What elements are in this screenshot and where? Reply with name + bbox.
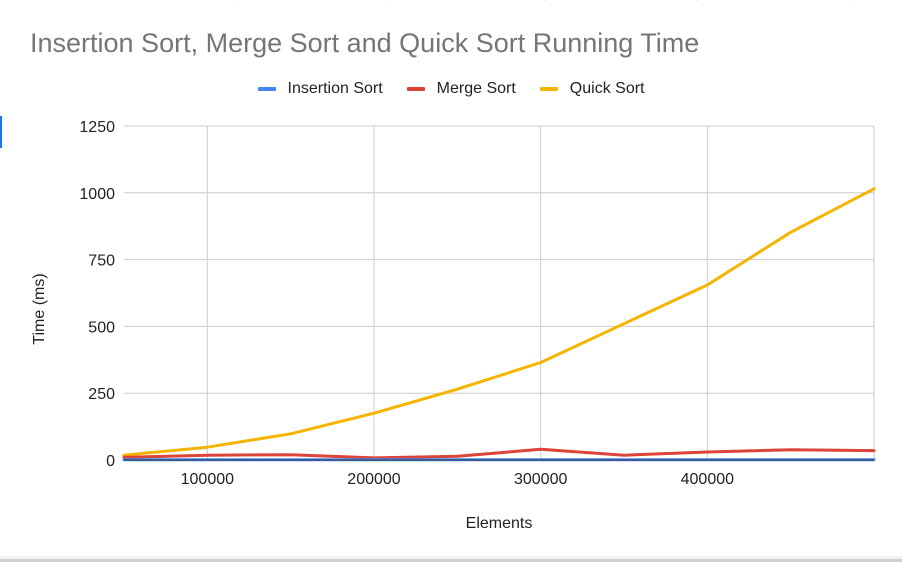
legend-swatch bbox=[257, 87, 276, 91]
x-tick-label: 300000 bbox=[514, 471, 567, 488]
sheet-column-divider bbox=[236, 0, 237, 1]
legend-item[interactable]: Insertion Sort bbox=[257, 80, 383, 98]
sheet-gridline-fill bbox=[0, 556, 902, 559]
x-tick-label: 400000 bbox=[681, 471, 734, 488]
legend-item[interactable]: Quick Sort bbox=[539, 80, 645, 98]
sheet-column-divider bbox=[696, 0, 697, 1]
sheet-column-divider bbox=[390, 0, 391, 1]
chart-title: Insertion Sort, Merge Sort and Quick Sor… bbox=[30, 28, 700, 58]
x-tick-label: 100000 bbox=[181, 471, 234, 488]
legend-swatch bbox=[539, 87, 558, 91]
y-tick-label: 1000 bbox=[79, 186, 115, 203]
series-layer bbox=[122, 187, 876, 462]
legend-label: Merge Sort bbox=[436, 80, 516, 97]
sheet-bottom-border bbox=[0, 559, 902, 562]
grid-layer bbox=[124, 125, 875, 461]
y-tick-label: 0 bbox=[106, 453, 115, 470]
y-tick-label: 1250 bbox=[79, 119, 115, 136]
tick-layer: 0 250 500 750 1000 1250 100000 200000 300000 4000… bbox=[79, 119, 734, 488]
legend-swatch bbox=[406, 87, 425, 91]
legend-label: Insertion Sort bbox=[287, 80, 383, 97]
legend: Insertion Sort Merge Sort Quick Sort bbox=[0, 78, 902, 100]
sheet-column-divider bbox=[544, 0, 545, 1]
legend-item[interactable]: Merge Sort bbox=[406, 80, 516, 98]
y-tick-label: 750 bbox=[88, 253, 115, 270]
x-axis-label: Elements bbox=[466, 515, 533, 532]
x-tick-label: 200000 bbox=[347, 471, 400, 488]
y-tick-label: 500 bbox=[88, 319, 115, 336]
y-axis-label: Time (ms) bbox=[31, 273, 48, 344]
sheet-column-divider bbox=[850, 0, 851, 1]
series-line-quick-sort bbox=[122, 187, 876, 457]
legend-label: Quick Sort bbox=[569, 80, 645, 97]
cell-selection-marker bbox=[0, 116, 2, 148]
series-line-merge-sort bbox=[122, 447, 876, 460]
y-tick-label: 250 bbox=[88, 386, 115, 403]
